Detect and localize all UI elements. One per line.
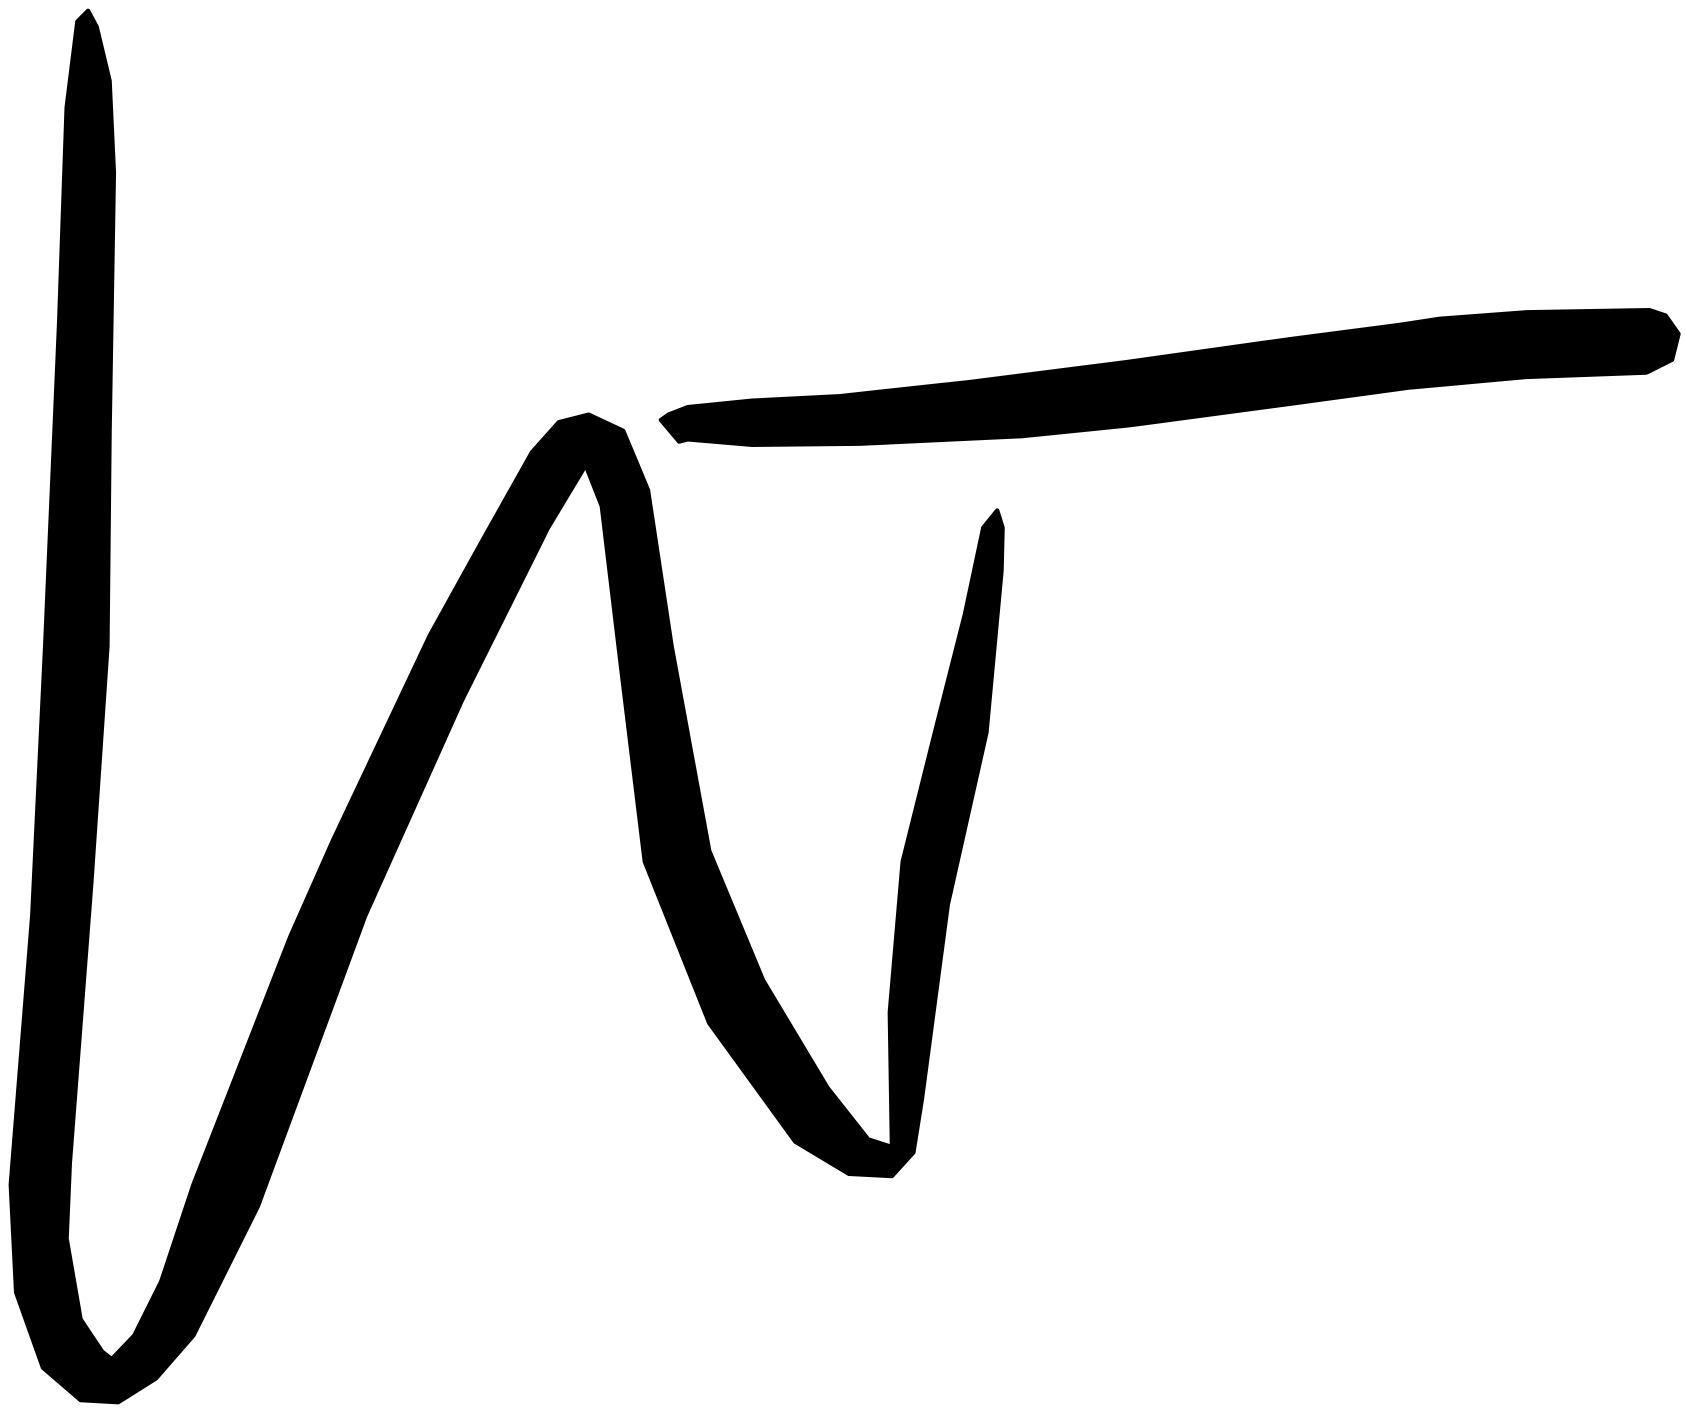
signature-stroke-zigzag <box>8 8 1005 1405</box>
signature-stroke-horizontal <box>658 308 1681 447</box>
